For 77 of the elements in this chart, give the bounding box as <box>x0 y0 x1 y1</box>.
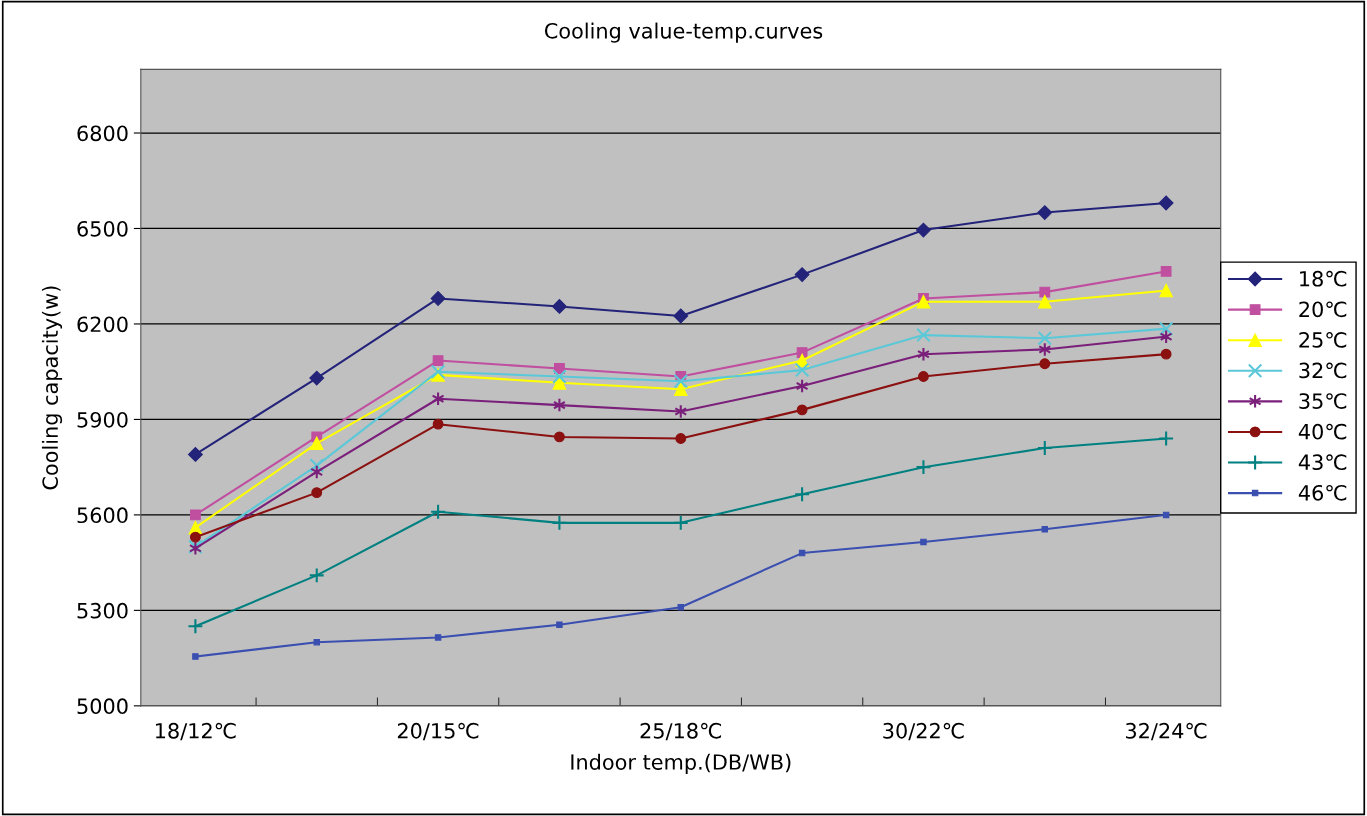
point <box>554 431 565 443</box>
x-tick-label: 25/18℃ <box>640 722 722 741</box>
point <box>309 436 324 451</box>
legend-label: 43℃ <box>1298 454 1347 471</box>
point <box>796 347 808 359</box>
point <box>796 404 808 416</box>
y-tick-label: 5300 <box>77 602 128 619</box>
point <box>309 458 325 473</box>
point <box>672 514 689 531</box>
point <box>916 222 931 238</box>
point <box>187 447 203 462</box>
point <box>677 603 684 611</box>
point <box>192 653 199 660</box>
point <box>313 638 320 646</box>
y-axis-title: Cooling capacity(w) <box>41 286 63 490</box>
point <box>551 514 568 531</box>
point <box>1039 358 1051 370</box>
point <box>916 327 931 343</box>
y-tick-label: 5900 <box>77 411 128 428</box>
point <box>798 549 806 557</box>
point <box>673 382 688 396</box>
point <box>673 373 689 389</box>
point <box>430 291 446 306</box>
point <box>1037 294 1052 309</box>
point <box>675 433 687 444</box>
point <box>1160 266 1172 277</box>
point <box>432 418 444 430</box>
x-tick-label: 32/24℃ <box>1126 722 1207 741</box>
point <box>1039 286 1051 298</box>
point <box>1158 195 1174 211</box>
x-axis-title: Indoor temp.(DB/WB) <box>571 753 791 774</box>
point <box>1158 430 1175 447</box>
point <box>916 294 931 309</box>
point <box>187 618 204 635</box>
point <box>552 369 567 384</box>
point <box>430 503 447 520</box>
x-tick-label: 20/15℃ <box>397 722 479 741</box>
point <box>1160 348 1172 360</box>
legend-label: 35℃ <box>1299 393 1347 409</box>
point <box>551 299 567 314</box>
point <box>915 459 932 476</box>
x-tick-label: 30/22℃ <box>883 722 964 741</box>
point <box>1036 440 1053 457</box>
point <box>308 567 325 584</box>
point <box>920 538 927 546</box>
point <box>432 355 444 366</box>
point <box>552 376 567 390</box>
point <box>311 487 323 499</box>
point <box>794 267 810 283</box>
y-tick-label: 6200 <box>77 316 128 333</box>
point <box>794 486 811 503</box>
y-tick-label: 6500 <box>77 220 128 237</box>
point <box>1159 283 1173 298</box>
legend-label: 18℃ <box>1300 270 1347 287</box>
point <box>1041 525 1049 533</box>
point <box>673 308 689 324</box>
legend-label: 40℃ <box>1298 423 1347 440</box>
point <box>189 509 201 521</box>
y-tick-label: 5000 <box>77 698 128 715</box>
legend-label: 25℃ <box>1299 332 1347 348</box>
x-tick-label: 18/12℃ <box>155 722 236 741</box>
legend-label: 46℃ <box>1298 484 1347 501</box>
point <box>1037 330 1053 346</box>
point <box>189 531 201 543</box>
point <box>309 370 325 386</box>
point <box>434 634 442 641</box>
point <box>1158 321 1174 337</box>
point <box>794 362 810 378</box>
point <box>556 621 563 628</box>
point <box>1037 205 1053 220</box>
y-tick-label: 6800 <box>77 125 128 142</box>
point <box>918 371 929 382</box>
legend-label: 32℃ <box>1299 362 1347 379</box>
legend-label: 20℃ <box>1299 301 1347 318</box>
chart-title: Cooling value-temp.curves <box>544 22 823 43</box>
point <box>1162 511 1170 519</box>
y-tick-label: 5600 <box>77 507 128 524</box>
